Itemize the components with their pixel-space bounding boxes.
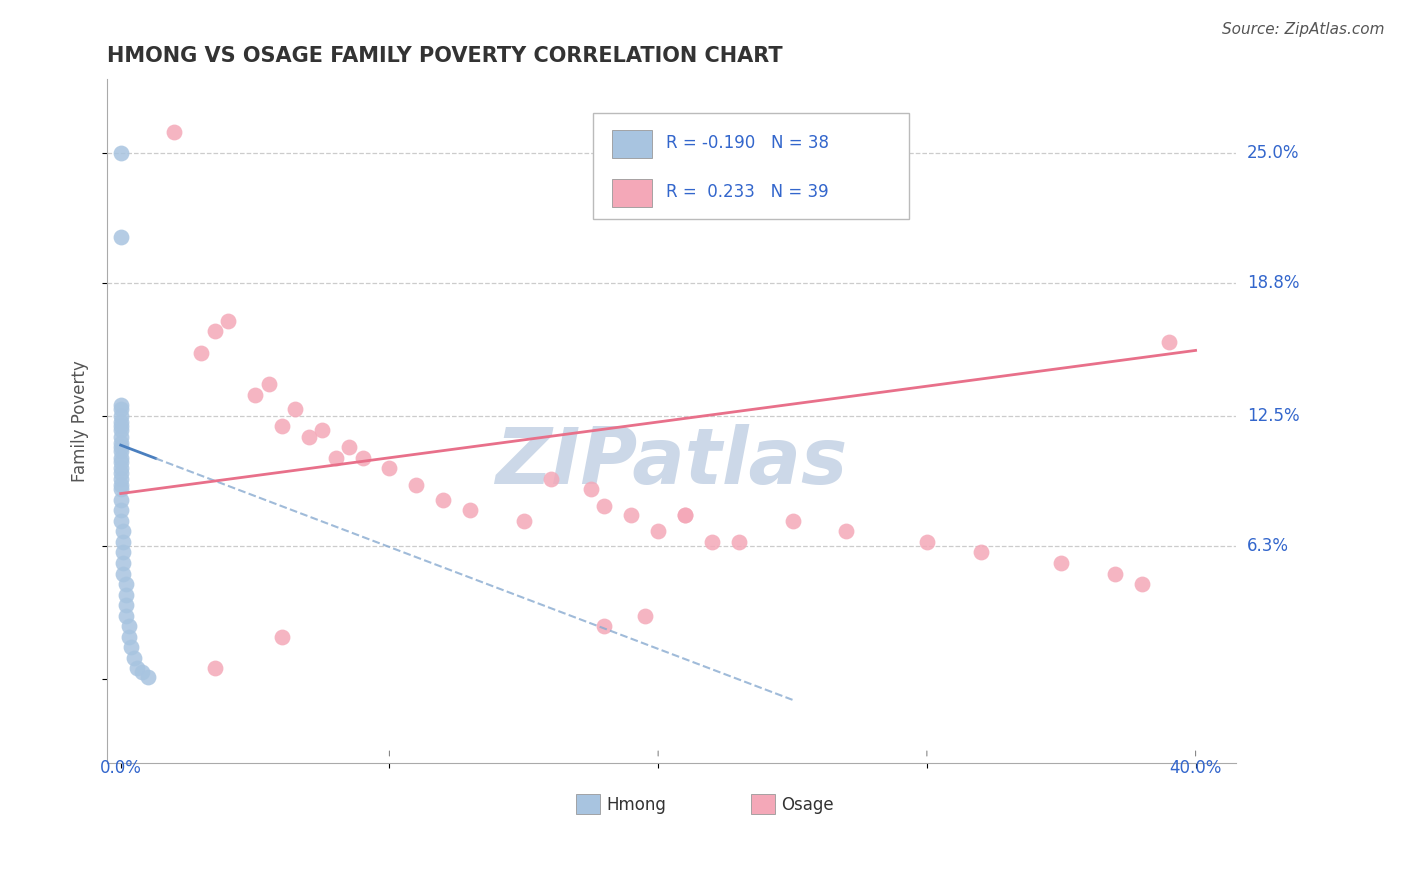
Text: 12.5%: 12.5% <box>1247 407 1299 425</box>
Point <box>131 665 153 680</box>
Point <box>110 450 132 465</box>
Point <box>337 440 360 454</box>
Text: R =  0.233   N = 39: R = 0.233 N = 39 <box>666 184 828 202</box>
Point <box>110 229 132 244</box>
Point <box>110 398 132 412</box>
Point <box>110 514 132 528</box>
Point <box>593 499 616 513</box>
Point <box>298 430 321 444</box>
Point <box>190 345 212 359</box>
Point <box>432 492 454 507</box>
FancyBboxPatch shape <box>592 113 908 219</box>
Text: R = -0.190   N = 38: R = -0.190 N = 38 <box>666 134 830 153</box>
Point <box>311 424 333 438</box>
Point <box>112 535 135 549</box>
Point <box>112 556 135 570</box>
Point <box>1130 577 1153 591</box>
Point <box>110 409 132 423</box>
Point <box>257 377 280 392</box>
Point <box>217 314 239 328</box>
Point <box>782 514 804 528</box>
Point <box>115 598 138 612</box>
Point <box>112 524 135 539</box>
Point <box>405 478 427 492</box>
Point <box>110 503 132 517</box>
Text: HMONG VS OSAGE FAMILY POVERTY CORRELATION CHART: HMONG VS OSAGE FAMILY POVERTY CORRELATIO… <box>107 46 783 66</box>
Point <box>110 492 132 507</box>
Point <box>593 619 616 633</box>
Point <box>540 472 562 486</box>
Y-axis label: Family Poverty: Family Poverty <box>72 360 89 482</box>
Point <box>110 415 132 429</box>
Point <box>110 444 132 458</box>
Text: 0.0%: 0.0% <box>100 759 142 777</box>
Point <box>136 670 159 684</box>
Bar <box>612 130 652 158</box>
Point <box>915 535 938 549</box>
Text: Source: ZipAtlas.com: Source: ZipAtlas.com <box>1222 22 1385 37</box>
Point <box>835 524 858 539</box>
Bar <box>751 794 776 814</box>
Point <box>112 566 135 581</box>
Point <box>1157 334 1180 349</box>
Point <box>1104 566 1126 581</box>
Point <box>513 514 536 528</box>
Point <box>110 466 132 480</box>
Point <box>352 450 374 465</box>
Text: 40.0%: 40.0% <box>1170 759 1222 777</box>
Bar <box>612 179 652 207</box>
Text: 18.8%: 18.8% <box>1247 274 1299 292</box>
Point <box>634 608 657 623</box>
Text: Osage: Osage <box>782 797 834 814</box>
Point <box>163 124 186 138</box>
Point <box>118 619 141 633</box>
Point <box>204 325 226 339</box>
Point <box>204 661 226 675</box>
Point <box>673 508 696 522</box>
Point <box>110 440 132 454</box>
Text: Hmong: Hmong <box>606 797 666 814</box>
Point <box>969 545 991 559</box>
Point <box>110 419 132 434</box>
Point <box>647 524 669 539</box>
Point <box>284 402 307 417</box>
Text: 25.0%: 25.0% <box>1247 144 1299 161</box>
Point <box>115 608 138 623</box>
Point <box>378 461 401 475</box>
Point <box>271 630 294 644</box>
Point <box>110 483 132 497</box>
Point <box>112 545 135 559</box>
Bar <box>575 794 600 814</box>
Point <box>458 503 481 517</box>
Point <box>122 650 145 665</box>
Point <box>271 419 294 434</box>
Point <box>620 508 643 522</box>
Point <box>110 430 132 444</box>
Point <box>243 387 266 401</box>
Point <box>115 577 138 591</box>
Point <box>110 455 132 469</box>
Point <box>110 478 132 492</box>
Point <box>118 630 141 644</box>
Text: 6.3%: 6.3% <box>1247 537 1289 555</box>
Point <box>121 640 143 655</box>
Point <box>110 436 132 450</box>
Point <box>110 145 132 160</box>
Point <box>110 472 132 486</box>
Point <box>325 450 347 465</box>
Text: ZIPatlas: ZIPatlas <box>495 424 848 500</box>
Point <box>1050 556 1073 570</box>
Point <box>110 402 132 417</box>
Point <box>673 508 696 522</box>
Point <box>579 483 602 497</box>
Point <box>110 424 132 438</box>
Point <box>115 588 138 602</box>
Point <box>700 535 723 549</box>
Point <box>110 461 132 475</box>
Point <box>727 535 749 549</box>
Point <box>125 661 148 675</box>
